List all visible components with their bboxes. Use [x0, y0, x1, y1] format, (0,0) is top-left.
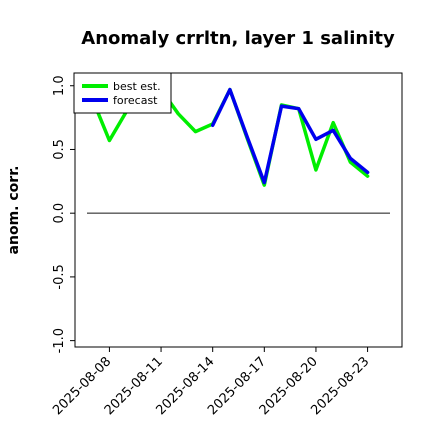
plot-frame: [74, 72, 403, 348]
y-tick-label: 0.0: [52, 203, 67, 224]
chart-title: Anomaly crrltn, layer 1 salinity: [81, 28, 395, 49]
y-axis-label: anom. corr.: [6, 166, 22, 255]
legend-entry: forecast: [113, 94, 158, 107]
series-line-forecast: [210, 87, 370, 185]
y-tick-label: 0.5: [52, 139, 67, 160]
legend-entry: best est.: [113, 80, 161, 93]
y-tick-label: -0.5: [52, 264, 67, 289]
y-tick-label: -1.0: [52, 328, 67, 353]
legend-box: [73, 72, 172, 114]
legend: best est.forecast: [73, 72, 172, 114]
y-tick-label: 1.0: [52, 75, 67, 96]
